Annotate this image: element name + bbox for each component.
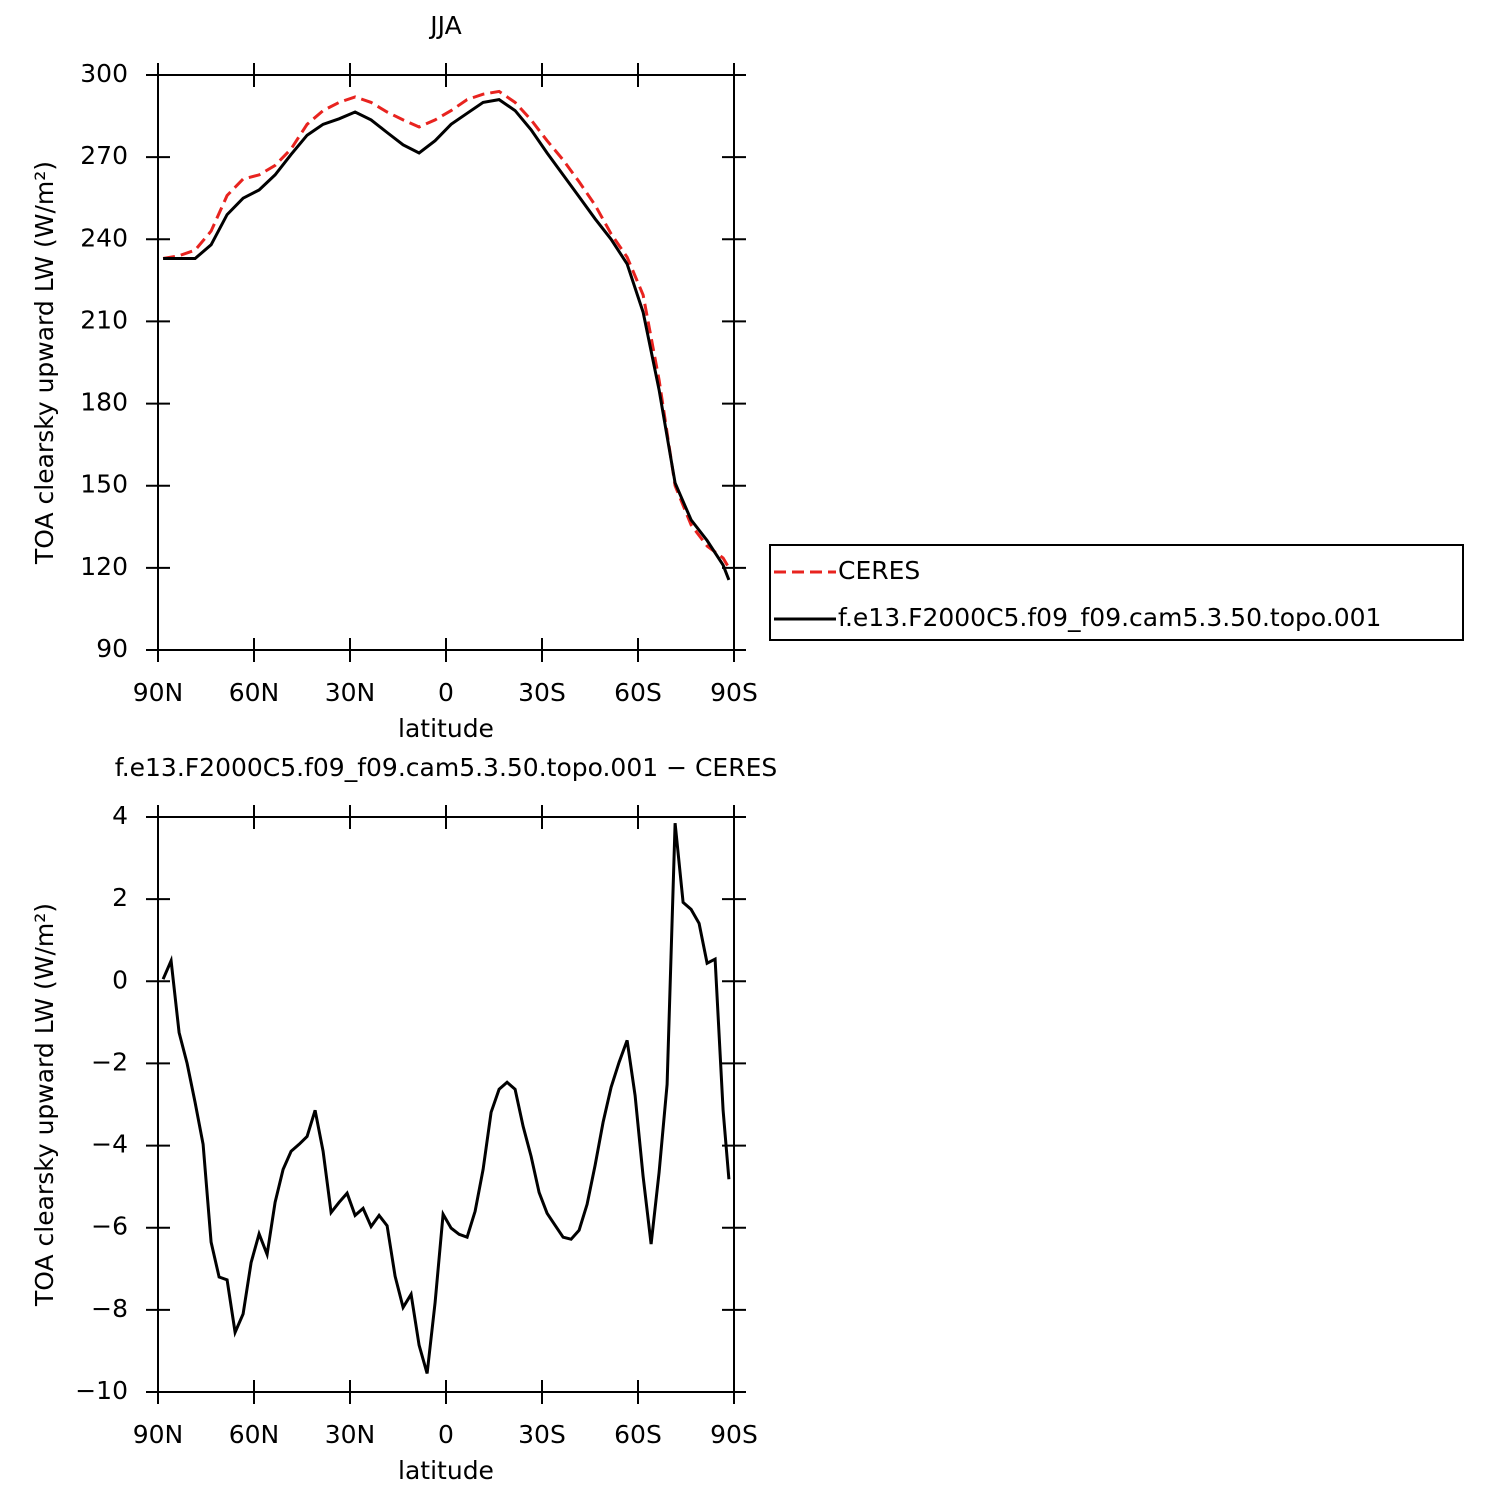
x-tick-label: 90N <box>133 1420 184 1449</box>
y-tick-label: −6 <box>91 1212 128 1241</box>
x-tick-label: 90N <box>133 678 184 707</box>
x-tick-label: 60S <box>614 678 662 707</box>
data-line <box>162 89 731 569</box>
y-tick-label: 210 <box>80 305 128 334</box>
x-tick-label: 90S <box>710 678 758 707</box>
x-tick-label: 60N <box>229 678 280 707</box>
legend-label: f.e13.F2000C5.f09_f09.cam5.3.50.topo.001 <box>838 603 1381 632</box>
x-tick-label: 90S <box>710 1420 758 1449</box>
x-tick-label: 30N <box>325 1420 376 1449</box>
legend-label: CERES <box>838 556 920 585</box>
y-axis-label: TOA clearsky upward LW (W/m²) <box>30 161 59 565</box>
y-tick-label: −4 <box>91 1130 128 1159</box>
x-axis-label: latitude <box>398 1456 494 1485</box>
y-tick-label: 4 <box>112 801 128 830</box>
x-tick-label: 30S <box>518 678 566 707</box>
chart-title: f.e13.F2000C5.f09_f09.cam5.3.50.topo.001… <box>115 753 778 782</box>
legend-box <box>769 544 1464 641</box>
x-axis-label: latitude <box>398 714 494 743</box>
y-tick-label: 180 <box>80 388 128 417</box>
y-tick-label: 300 <box>80 59 128 88</box>
y-tick-label: 150 <box>80 470 128 499</box>
x-tick-label: 60S <box>614 1420 662 1449</box>
y-tick-label: 0 <box>112 965 128 994</box>
y-tick-label: 270 <box>80 141 128 170</box>
y-axis-label: TOA clearsky upward LW (W/m²) <box>30 903 59 1307</box>
x-tick-label: 30N <box>325 678 376 707</box>
plot-frame <box>157 816 735 1393</box>
y-tick-label: 120 <box>80 552 128 581</box>
plot-frame <box>157 74 735 651</box>
y-tick-label: −2 <box>91 1047 128 1076</box>
y-tick-label: −10 <box>75 1376 128 1405</box>
x-tick-label: 30S <box>518 1420 566 1449</box>
x-tick-label: 60N <box>229 1420 280 1449</box>
chart-title: JJA <box>428 11 461 40</box>
data-line <box>161 823 731 1374</box>
x-tick-label: 0 <box>438 1420 454 1449</box>
data-line <box>163 98 731 581</box>
y-tick-label: 240 <box>80 223 128 252</box>
y-tick-label: 2 <box>112 883 128 912</box>
y-tick-label: 90 <box>96 634 128 663</box>
x-tick-label: 0 <box>438 678 454 707</box>
y-tick-label: −8 <box>91 1294 128 1323</box>
